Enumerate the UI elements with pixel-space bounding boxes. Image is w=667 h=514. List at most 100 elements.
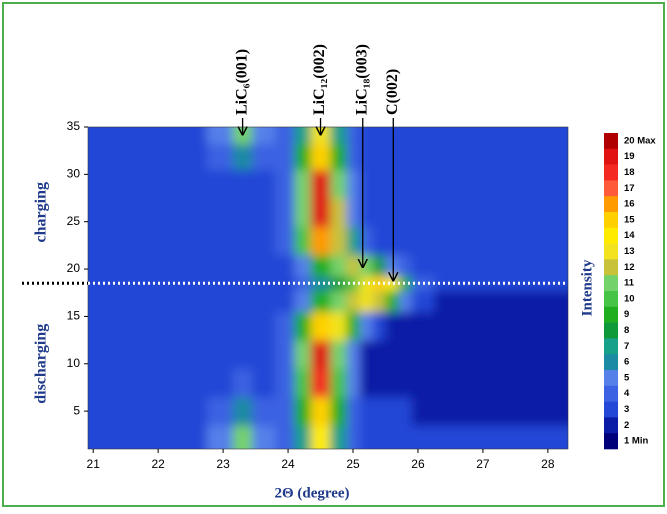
colorbar-label: 13 xyxy=(624,246,635,257)
colorbar-swatch xyxy=(604,401,618,418)
heatmap xyxy=(88,127,568,449)
heat-cell xyxy=(499,254,533,277)
heat-cell xyxy=(359,396,373,426)
heat-cell xyxy=(294,169,312,199)
heat-cell xyxy=(499,396,533,426)
colorbar-swatch xyxy=(604,275,618,292)
heat-cell xyxy=(411,226,435,256)
heat-cell xyxy=(310,311,331,341)
annotation: LiC₁₂(002) xyxy=(311,44,328,115)
heat-cell xyxy=(411,254,435,277)
heat-cell xyxy=(88,169,110,199)
heat-cell xyxy=(434,290,468,313)
heat-cell xyxy=(372,311,386,341)
heat-cell xyxy=(88,290,110,313)
heat-cell xyxy=(466,396,500,426)
x-tick-label: 23 xyxy=(216,457,230,471)
heat-cell xyxy=(252,226,276,256)
heat-cell xyxy=(372,127,386,145)
heat-cell xyxy=(466,425,500,449)
heat-cell xyxy=(385,276,399,291)
heat-cell xyxy=(88,311,110,341)
heat-cell xyxy=(232,276,253,291)
heat-cell xyxy=(434,226,468,256)
heat-cell xyxy=(252,143,276,171)
heat-cell xyxy=(385,340,399,369)
heat-cell xyxy=(330,226,348,256)
heat-cell xyxy=(206,127,234,145)
y-tick-label: 10 xyxy=(67,356,81,370)
heat-cell xyxy=(88,198,110,227)
heat-cell xyxy=(294,198,312,227)
heat-cell xyxy=(206,198,234,227)
heat-cell xyxy=(310,143,331,171)
heat-cell xyxy=(359,340,373,369)
colorbar-swatch xyxy=(604,133,618,150)
heat-cell xyxy=(252,425,276,449)
heat-cell xyxy=(346,254,361,277)
y-tick-label: 25 xyxy=(67,214,81,228)
colorbar-swatch xyxy=(604,322,618,339)
heat-cell xyxy=(330,198,348,227)
heat-cell xyxy=(232,169,253,199)
heat-cell xyxy=(434,396,468,426)
heat-cell xyxy=(275,425,296,449)
heat-cell xyxy=(359,425,373,449)
heat-cell xyxy=(346,311,361,341)
heat-cell xyxy=(434,368,468,398)
colorbar-label: 19 xyxy=(624,151,635,162)
heat-cell xyxy=(434,254,468,277)
heat-cell xyxy=(174,276,208,291)
heat-cell xyxy=(275,198,296,227)
heat-cell xyxy=(206,396,234,426)
heat-cell xyxy=(252,340,276,369)
heat-cell xyxy=(330,169,348,199)
x-tick-label: 28 xyxy=(541,457,555,471)
heat-cell xyxy=(385,396,399,426)
heat-cell xyxy=(174,311,208,341)
heat-cell xyxy=(141,198,175,227)
heat-cell xyxy=(531,198,568,227)
heat-cell xyxy=(499,127,533,145)
heat-cell xyxy=(330,396,348,426)
heat-cell xyxy=(310,290,331,313)
heat-cell xyxy=(398,254,412,277)
heat-cell xyxy=(385,198,399,227)
heat-cell xyxy=(398,276,412,291)
heat-cell xyxy=(141,254,175,277)
heat-cell xyxy=(372,169,386,199)
heat-cell xyxy=(499,340,533,369)
heat-cell xyxy=(109,143,143,171)
heat-cell xyxy=(141,311,175,341)
heat-cell xyxy=(294,254,312,277)
heat-cell xyxy=(411,368,435,398)
heat-cell xyxy=(310,340,331,369)
heat-cell xyxy=(385,290,399,313)
heat-cell xyxy=(232,143,253,171)
heat-cell xyxy=(398,226,412,256)
heat-cell xyxy=(141,425,175,449)
heat-cell xyxy=(372,254,386,277)
heat-cell xyxy=(206,143,234,171)
plot-border xyxy=(87,126,569,450)
heat-cell xyxy=(398,198,412,227)
heat-cell xyxy=(434,311,468,341)
region-label: discharging xyxy=(33,324,50,404)
heat-cell xyxy=(434,169,468,199)
heat-cell xyxy=(174,198,208,227)
heat-cell xyxy=(206,311,234,341)
heat-cell xyxy=(372,425,386,449)
heat-cell xyxy=(141,396,175,426)
heat-cell xyxy=(531,425,568,449)
heat-cell xyxy=(434,127,468,145)
heat-cell xyxy=(275,290,296,313)
heat-cell xyxy=(466,143,500,171)
heat-cell xyxy=(411,396,435,426)
heat-cell xyxy=(385,425,399,449)
heat-cell xyxy=(372,290,386,313)
heat-cell xyxy=(531,169,568,199)
heat-cell xyxy=(252,368,276,398)
heat-cell xyxy=(385,226,399,256)
colorbar-swatch xyxy=(604,354,618,371)
heat-cell xyxy=(109,254,143,277)
